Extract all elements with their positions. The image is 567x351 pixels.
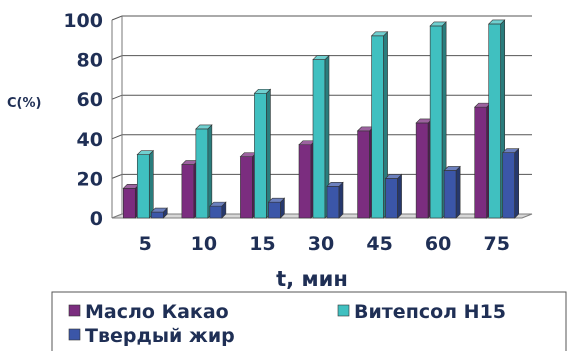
bar xyxy=(209,201,227,219)
bar-front xyxy=(181,164,195,219)
bar-front xyxy=(150,211,164,219)
bar-side xyxy=(338,181,344,219)
x-tick-label: 10 xyxy=(191,233,217,255)
bar-top xyxy=(443,166,461,171)
bar-side xyxy=(266,88,271,219)
bar-top xyxy=(253,88,272,94)
bar xyxy=(136,149,155,219)
bar-front xyxy=(209,205,223,219)
bar-top xyxy=(326,182,344,187)
bar-side xyxy=(514,147,520,219)
bar-side xyxy=(397,173,402,219)
x-axis-label: t, мин xyxy=(276,267,348,291)
x-tick-label: 45 xyxy=(366,233,392,255)
bar xyxy=(181,159,199,219)
bar xyxy=(122,183,141,219)
bar-front xyxy=(415,122,429,219)
legend-swatch xyxy=(68,328,81,341)
bar-top xyxy=(136,150,155,155)
bars xyxy=(122,19,520,219)
bar xyxy=(429,21,447,219)
x-axis-ticks: 5 10 15 30 45 60 75 xyxy=(139,233,510,255)
bar-front xyxy=(443,170,457,219)
bar-side xyxy=(207,124,213,219)
bar-front xyxy=(268,201,281,219)
legend-swatch xyxy=(337,304,350,317)
bar xyxy=(312,54,330,219)
bar-front xyxy=(357,130,370,219)
gridline xyxy=(111,15,532,21)
bar xyxy=(298,140,316,219)
bar-top xyxy=(384,174,403,179)
y-tick-label: 80 xyxy=(77,50,103,72)
bar xyxy=(415,118,433,219)
bar-front xyxy=(254,92,267,219)
bar xyxy=(501,147,520,219)
y-tick-label: 100 xyxy=(63,10,103,32)
legend-label: Масло Какао xyxy=(85,301,229,323)
bar-front xyxy=(429,25,443,219)
legend-swatch xyxy=(68,304,81,317)
bar-side xyxy=(148,149,154,219)
bar-front xyxy=(195,128,209,219)
legend-box xyxy=(51,291,567,351)
bar xyxy=(370,31,389,219)
bar-top xyxy=(487,19,506,25)
bar xyxy=(356,126,375,219)
bar-front xyxy=(371,35,384,219)
bar xyxy=(326,181,344,219)
bar-front xyxy=(474,106,488,219)
bar xyxy=(487,19,506,219)
bar-front xyxy=(326,186,340,219)
x-tick-label: 60 xyxy=(425,233,451,255)
bar-top xyxy=(429,21,447,27)
x-tick-label: 30 xyxy=(308,233,334,255)
y-tick-label: 60 xyxy=(77,89,103,111)
y-tick-label: 40 xyxy=(77,129,103,151)
bar xyxy=(473,102,492,219)
bar-top xyxy=(501,148,520,153)
bar-front xyxy=(240,156,253,219)
y-tick-label: 20 xyxy=(77,168,103,190)
x-tick-label: 75 xyxy=(483,233,509,255)
bar xyxy=(195,124,213,219)
bar-front xyxy=(136,154,150,219)
bar-front xyxy=(385,178,398,219)
bar-front xyxy=(122,188,136,219)
bar-front xyxy=(312,59,326,219)
bar-front xyxy=(488,23,502,219)
legend: Масло Какао Витепсол Н15 Твердый жир xyxy=(51,291,567,351)
legend-label: Витепсол Н15 xyxy=(354,301,506,323)
bar-top xyxy=(209,201,227,207)
bar xyxy=(150,207,169,219)
bar-top xyxy=(195,124,213,130)
x-tick-label: 15 xyxy=(249,233,275,255)
y-axis-label: C(%) xyxy=(7,96,41,111)
legend-label: Твердый жир xyxy=(85,325,235,347)
bar xyxy=(239,151,258,219)
x-tick-label: 5 xyxy=(139,233,152,255)
bar xyxy=(384,173,403,219)
bar-top xyxy=(150,207,169,213)
bar xyxy=(253,88,272,219)
y-axis-ticks: 0 20 40 60 80 100 xyxy=(63,10,103,230)
bar xyxy=(443,165,461,219)
y-tick-label: 0 xyxy=(90,208,103,230)
bar-front xyxy=(502,152,516,219)
bar-top xyxy=(370,31,389,37)
bar-front xyxy=(298,144,312,219)
bar-side xyxy=(455,165,461,219)
bar-top xyxy=(267,197,286,203)
bar xyxy=(267,197,286,219)
bar-top xyxy=(312,55,330,60)
